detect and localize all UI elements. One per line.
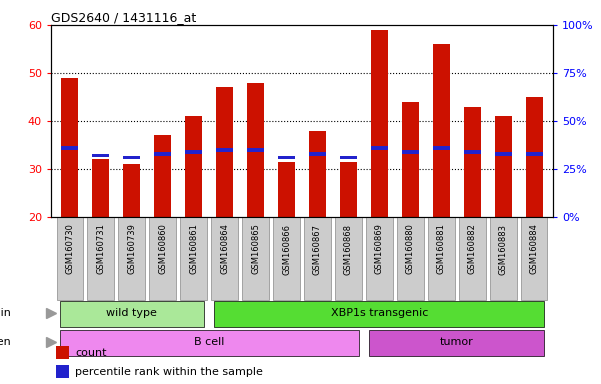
Bar [526, 97, 543, 217]
Bar [278, 162, 295, 217]
FancyBboxPatch shape [335, 217, 362, 300]
Bar [56, 346, 69, 359]
Text: GSM160866: GSM160866 [282, 223, 291, 275]
Text: B cell: B cell [194, 337, 224, 347]
Bar [56, 365, 69, 378]
Bar [278, 156, 295, 159]
FancyBboxPatch shape [273, 217, 300, 300]
Text: GSM160867: GSM160867 [313, 223, 322, 275]
FancyBboxPatch shape [366, 217, 392, 300]
Bar [59, 301, 204, 327]
Bar [154, 152, 171, 156]
Text: GSM160883: GSM160883 [499, 223, 508, 275]
Bar [433, 44, 450, 217]
Bar [340, 156, 357, 159]
Bar [464, 106, 481, 217]
Text: GSM160861: GSM160861 [189, 223, 198, 275]
Bar [185, 116, 202, 217]
Bar [61, 146, 78, 150]
Text: GDS2640 / 1431116_at: GDS2640 / 1431116_at [51, 11, 197, 24]
Bar [370, 330, 545, 356]
Text: GSM160884: GSM160884 [530, 223, 539, 275]
Bar [495, 152, 512, 156]
Bar [61, 78, 78, 217]
Text: GSM160865: GSM160865 [251, 223, 260, 275]
Bar [216, 87, 233, 217]
Bar [247, 148, 264, 152]
Text: GSM160860: GSM160860 [158, 223, 167, 275]
Text: wild type: wild type [106, 308, 157, 318]
FancyBboxPatch shape [118, 217, 145, 300]
FancyBboxPatch shape [150, 217, 175, 300]
Text: specimen: specimen [0, 337, 11, 347]
Bar [247, 83, 264, 217]
Bar [340, 162, 357, 217]
Bar [371, 30, 388, 217]
Bar [123, 156, 140, 159]
Text: GSM160882: GSM160882 [468, 223, 477, 275]
Text: GSM160739: GSM160739 [127, 223, 136, 275]
Bar [154, 135, 171, 217]
FancyBboxPatch shape [212, 217, 238, 300]
Bar [92, 154, 109, 157]
Bar [402, 150, 419, 154]
Bar [309, 152, 326, 156]
Bar [92, 159, 109, 217]
FancyBboxPatch shape [490, 217, 516, 300]
Bar [433, 146, 450, 150]
Bar [371, 146, 388, 150]
Bar [59, 330, 359, 356]
FancyBboxPatch shape [180, 217, 207, 300]
Text: GSM160880: GSM160880 [406, 223, 415, 275]
Text: count: count [75, 348, 106, 358]
Bar [402, 102, 419, 217]
Bar [216, 148, 233, 152]
Bar [185, 150, 202, 154]
Text: tumor: tumor [440, 337, 474, 347]
FancyBboxPatch shape [521, 217, 548, 300]
Text: GSM160731: GSM160731 [96, 223, 105, 275]
FancyBboxPatch shape [242, 217, 269, 300]
Bar [526, 152, 543, 156]
FancyBboxPatch shape [397, 217, 424, 300]
Bar [123, 164, 140, 217]
Text: GSM160730: GSM160730 [65, 223, 74, 275]
FancyBboxPatch shape [56, 217, 83, 300]
Bar [215, 301, 545, 327]
Bar [464, 150, 481, 154]
Bar [495, 116, 512, 217]
FancyBboxPatch shape [304, 217, 331, 300]
Text: XBP1s transgenic: XBP1s transgenic [331, 308, 428, 318]
Text: GSM160881: GSM160881 [437, 223, 446, 275]
Text: strain: strain [0, 308, 11, 318]
Bar [309, 131, 326, 217]
Text: GSM160868: GSM160868 [344, 223, 353, 275]
FancyBboxPatch shape [459, 217, 486, 300]
Text: percentile rank within the sample: percentile rank within the sample [75, 367, 263, 377]
Text: GSM160869: GSM160869 [375, 223, 384, 275]
FancyBboxPatch shape [88, 217, 114, 300]
FancyBboxPatch shape [429, 217, 454, 300]
Text: GSM160864: GSM160864 [220, 223, 229, 275]
